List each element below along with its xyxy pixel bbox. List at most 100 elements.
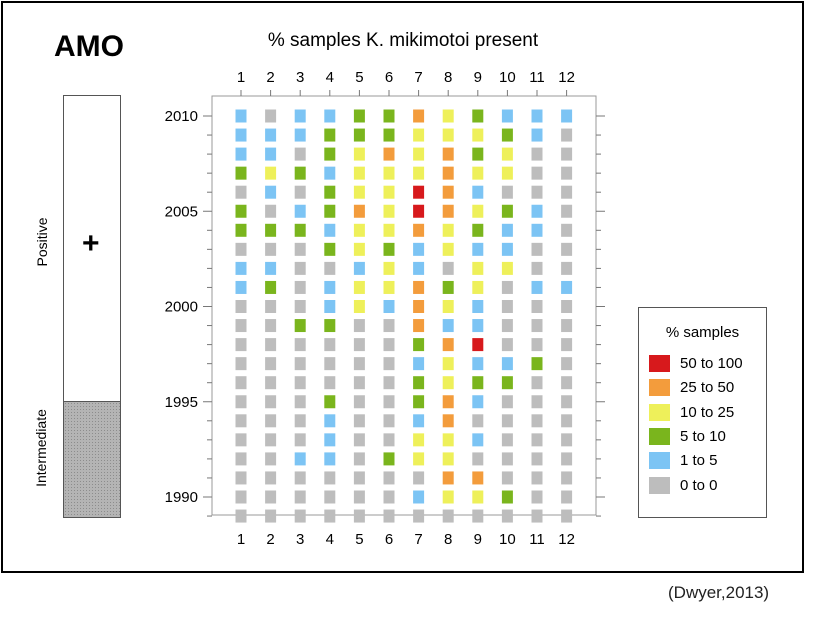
heatmap-cell [353,319,365,333]
heatmap-cell [501,376,513,390]
x-tick-label-bottom: 12 [558,531,575,548]
heatmap-cell [294,261,306,275]
heatmap-cell [324,433,336,447]
heatmap-cell [413,319,425,333]
heatmap-cell [501,280,513,294]
x-tick-label-bottom: 10 [499,531,516,548]
x-tick-label-bottom: 2 [266,531,274,548]
heatmap-cell [383,109,395,123]
heatmap-cell [265,280,277,294]
plot-frame [211,95,597,516]
heatmap-cell [531,414,543,428]
heatmap-cell [531,242,543,256]
heatmap-cell [501,166,513,180]
heatmap-cell [383,338,395,352]
heatmap-cell [501,185,513,199]
heatmap-cell [561,452,573,466]
heatmap-cell [383,357,395,371]
legend-item: 50 to 100 [649,353,743,373]
heatmap-cell [235,452,247,466]
heatmap-cell [531,319,543,333]
heatmap-cell [383,452,395,466]
heatmap-cell [353,147,365,161]
heatmap-cell [561,166,573,180]
heatmap-cell [561,223,573,237]
heatmap-cell [561,509,573,523]
heatmap-cell [561,338,573,352]
heatmap-cell [501,128,513,142]
legend-swatch [649,354,670,372]
heatmap-cell [413,147,425,161]
heatmap-cell [324,128,336,142]
heatmap-cell [265,261,277,275]
heatmap-cell [383,261,395,275]
heatmap-cell [561,490,573,504]
heatmap-cell [472,452,484,466]
y-tick-label: 2010 [165,108,198,125]
heatmap-cell [413,433,425,447]
heatmap-cell [413,242,425,256]
heatmap-cell [561,185,573,199]
heatmap-cell [531,300,543,313]
heatmap-cell [235,280,247,294]
legend-swatch [649,403,670,421]
y-tick-label: 2000 [165,299,198,316]
heatmap-cell [324,300,336,313]
heatmap-cell [324,395,336,409]
heatmap-cell [235,300,247,313]
heatmap-cell [501,319,513,333]
heatmap-cell [353,300,365,313]
legend-item: 0 to 0 [649,475,718,495]
x-tick-label-top: 10 [499,69,516,86]
heatmap-cell [531,204,543,218]
heatmap-cell [413,338,425,352]
heatmap-cell [235,166,247,180]
heatmap-cell [442,185,454,199]
heatmap-cell [501,357,513,371]
heatmap-cell [472,471,484,485]
heatmap-cell [413,166,425,180]
heatmap-cell [235,433,247,447]
amo-phase-bar [63,95,121,518]
heatmap-cell [413,357,425,371]
heatmap-cell [442,490,454,504]
heatmap-cell [294,452,306,466]
heatmap-cell [413,395,425,409]
heatmap-cell [294,414,306,428]
heatmap-cell [531,280,543,294]
heatmap-cell [442,166,454,180]
heatmap-cell [501,509,513,523]
heatmap-cell [561,280,573,294]
heatmap-cell [353,471,365,485]
heatmap-cell [413,300,425,313]
heatmap-cell [442,242,454,256]
heatmap-cell [294,280,306,294]
heatmap-cell [472,357,484,371]
heatmap-cell [442,414,454,428]
heatmap-cell [531,166,543,180]
heatmap-cell [442,204,454,218]
heatmap-cell [235,338,247,352]
heatmap-cell [265,128,277,142]
heatmap-cell [442,300,454,313]
heatmap-cell [294,300,306,313]
heatmap-cell [472,261,484,275]
heatmap-cell [383,242,395,256]
x-tick-label-bottom: 6 [385,531,393,548]
heatmap-cell [265,242,277,256]
heatmap-cell [413,509,425,523]
heatmap-cell [442,433,454,447]
heatmap-cell [294,319,306,333]
heatmap-cell [235,204,247,218]
heatmap-cell [383,319,395,333]
heatmap-cell [561,376,573,390]
heatmap-cell [442,376,454,390]
heatmap-cell [324,490,336,504]
heatmap-cell [413,414,425,428]
intermediate-phase-block [64,401,120,517]
heatmap-cell [531,509,543,523]
heatmap-cell [561,300,573,313]
heatmap-cell [324,357,336,371]
heatmap-cell [294,109,306,123]
heatmap-cell [531,490,543,504]
